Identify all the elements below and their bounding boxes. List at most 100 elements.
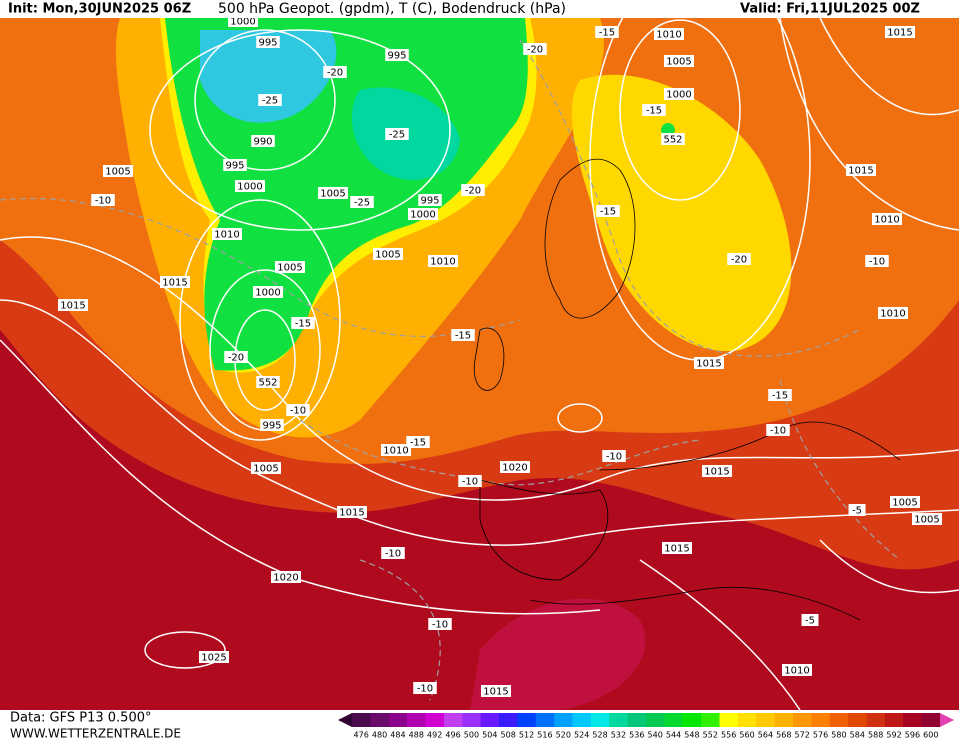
contour-label: 1005 bbox=[253, 464, 278, 475]
contour-label: 1015 bbox=[848, 166, 873, 177]
label-box bbox=[223, 159, 247, 171]
colorbar-swatch bbox=[664, 713, 684, 727]
colorbar-label: 560 bbox=[739, 731, 754, 740]
label-box bbox=[271, 571, 301, 583]
label-box bbox=[385, 49, 409, 61]
label-box bbox=[408, 208, 438, 220]
label-box bbox=[664, 88, 694, 100]
colorbar-swatch bbox=[756, 713, 776, 727]
contour-label: 1005 bbox=[892, 498, 917, 509]
temp-area bbox=[470, 598, 646, 710]
contour-label: 552 bbox=[663, 135, 682, 146]
label-box bbox=[661, 133, 685, 145]
colorbar-label: 572 bbox=[795, 731, 810, 740]
contour-label: -10 bbox=[606, 452, 622, 463]
label-box bbox=[258, 94, 282, 106]
contour-label: 1015 bbox=[664, 544, 689, 555]
contour-label: -25 bbox=[389, 130, 405, 141]
colorbar-label: 532 bbox=[611, 731, 626, 740]
contour-label: -20 bbox=[228, 353, 244, 364]
contour-label: 1005 bbox=[320, 189, 345, 200]
label-box bbox=[642, 104, 666, 116]
colorbar-swatch bbox=[682, 713, 702, 727]
valid-text: Valid: Fri,11JUL2025 00Z bbox=[740, 2, 920, 17]
map-title: 500 hPa Geopot. (gpdm), T (C), Bodendruc… bbox=[218, 1, 566, 17]
contour-label: -25 bbox=[262, 96, 278, 107]
contour-label: 1015 bbox=[887, 28, 912, 39]
contour-label: 1010 bbox=[214, 230, 239, 241]
contour-label: -10 bbox=[869, 257, 885, 268]
label-box bbox=[418, 194, 442, 206]
colorbar-label: 504 bbox=[482, 731, 497, 740]
label-box bbox=[103, 165, 133, 177]
label-box bbox=[323, 66, 347, 78]
label-box bbox=[596, 205, 620, 217]
colorbar-label: 500 bbox=[464, 731, 479, 740]
label-box bbox=[782, 664, 812, 676]
colorbar-label: 596 bbox=[905, 731, 920, 740]
colorbar-swatch bbox=[517, 713, 537, 727]
label-box bbox=[413, 682, 437, 694]
contour-label: -20 bbox=[327, 68, 343, 79]
contour-label: 1000 bbox=[410, 210, 435, 221]
colorbar-swatch bbox=[774, 713, 794, 727]
contour-label: 995 bbox=[258, 38, 277, 49]
colorbar-swatch bbox=[793, 713, 812, 727]
contour-label: 1000 bbox=[666, 90, 691, 101]
contour-label: -5 bbox=[852, 506, 862, 517]
contour-label: -15 bbox=[410, 438, 426, 449]
colorbar-label: 592 bbox=[886, 731, 901, 740]
label-box bbox=[91, 194, 115, 206]
label-box bbox=[481, 685, 511, 697]
site-name: WWW.WETTERZENTRALE.DE bbox=[10, 727, 181, 741]
label-box bbox=[727, 253, 751, 265]
colorbar-label: 600 bbox=[923, 731, 938, 740]
label-box bbox=[428, 618, 452, 630]
contour-label: 1015 bbox=[162, 278, 187, 289]
colorbar-swatch bbox=[388, 713, 408, 727]
label-box bbox=[256, 376, 280, 388]
colorbar-swatch bbox=[829, 713, 849, 727]
contour-label: 552 bbox=[258, 378, 277, 389]
contour-label: 1010 bbox=[784, 666, 809, 677]
label-box bbox=[199, 651, 229, 663]
contour-label: -20 bbox=[527, 45, 543, 56]
colorbar-swatch bbox=[352, 713, 371, 727]
label-box bbox=[694, 357, 724, 369]
label-box bbox=[702, 465, 732, 477]
contour-label: 995 bbox=[420, 196, 439, 207]
colorbar: 476 480 484 488 492 496 500 504 508 512 516 520 524 5… bbox=[338, 713, 954, 740]
colorbar-label: 484 bbox=[390, 731, 405, 740]
label-box bbox=[381, 547, 405, 559]
contour-label: -15 bbox=[772, 391, 788, 402]
label-box bbox=[664, 55, 694, 67]
contour-label: -25 bbox=[354, 198, 370, 209]
colorbar-label: 552 bbox=[703, 731, 718, 740]
label-box bbox=[160, 276, 190, 288]
colorbar-label: 544 bbox=[666, 731, 681, 740]
label-box bbox=[912, 513, 942, 525]
label-box bbox=[428, 255, 458, 267]
label-box bbox=[451, 329, 475, 341]
contour-label: 1005 bbox=[666, 57, 691, 68]
label-box bbox=[523, 43, 547, 55]
colorbar-label: 580 bbox=[831, 731, 846, 740]
contour-label: 1015 bbox=[696, 359, 721, 370]
colorbar-label: 520 bbox=[556, 731, 571, 740]
label-box bbox=[461, 184, 485, 196]
temp-area bbox=[200, 30, 337, 123]
contour-label: 1015 bbox=[339, 508, 364, 519]
contour-label: -15 bbox=[600, 207, 616, 218]
label-box bbox=[662, 542, 692, 554]
contour-label: -15 bbox=[455, 331, 471, 342]
label-box bbox=[224, 351, 248, 363]
contour-label: 1010 bbox=[430, 257, 455, 268]
label-box bbox=[318, 187, 348, 199]
contour-label: -20 bbox=[465, 186, 481, 197]
label-box bbox=[801, 614, 819, 626]
contour-label: -20 bbox=[731, 255, 747, 266]
contour-label: 995 bbox=[262, 421, 281, 432]
colorbar-swatch bbox=[701, 713, 720, 727]
colorbar-label: 540 bbox=[648, 731, 663, 740]
